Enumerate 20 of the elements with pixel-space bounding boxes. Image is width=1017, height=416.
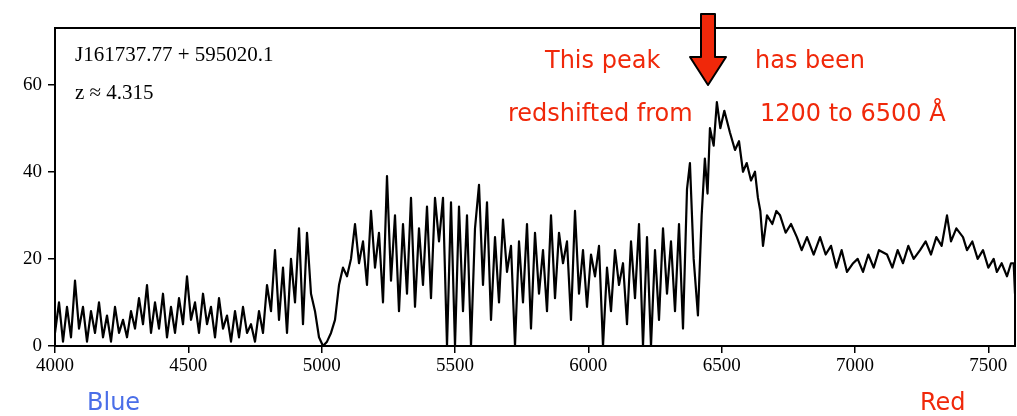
text: Blue (87, 388, 141, 416)
x-tick-label: 5000 (302, 354, 341, 376)
x-tick-label: 5500 (436, 354, 474, 376)
annotation: This peak (545, 46, 661, 74)
x-tick-label: 7000 (836, 354, 874, 376)
text: Red (920, 388, 966, 416)
annotation: 1200 to 6500 Å (760, 99, 946, 127)
x-tick-label: 4500 (169, 354, 208, 376)
x-tick-label: 6500 (702, 354, 741, 376)
y-tick-label: 20 (23, 246, 42, 268)
annotation: has been (755, 46, 866, 74)
y-tick-label: 60 (23, 72, 42, 94)
y-tick-label: 40 (23, 159, 42, 181)
annotation: z ≈ 4.315 (75, 80, 154, 104)
y-tick-label: 0 (32, 333, 42, 355)
annotation: J161737.77 + 595020.1 (75, 42, 274, 66)
x-tick-label: 6000 (569, 354, 608, 376)
x-tick-label: 4000 (36, 354, 74, 376)
x-tick-label: 7500 (969, 354, 1008, 376)
annotation: redshifted from (508, 99, 693, 127)
